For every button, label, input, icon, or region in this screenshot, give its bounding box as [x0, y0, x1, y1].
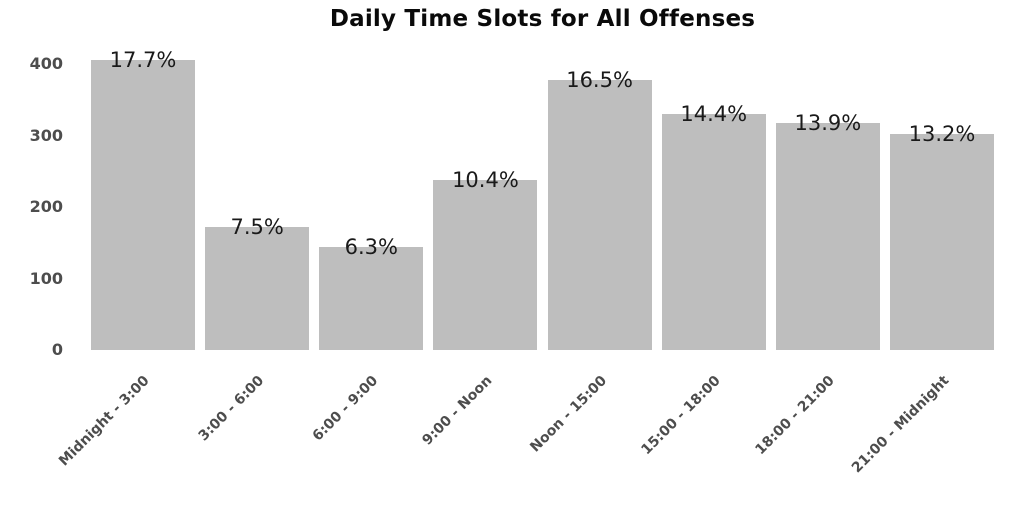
- bar-value-label: 16.5%: [566, 67, 633, 92]
- bar-value-label: 13.2%: [908, 122, 976, 147]
- x-axis-label: 9:00 - Noon: [419, 372, 496, 449]
- plot-area: 17.7% 7.5% 6.3% 10.4% 16.5% 14.4% 13.9% 13.2%: [91, 49, 994, 350]
- bar: 16.5%: [547, 69, 652, 350]
- x-axis-label: 18:00 - 21:00: [752, 372, 838, 459]
- bar: 14.4%: [661, 103, 766, 350]
- x-axis-label: Midnight - 3:00: [56, 372, 154, 470]
- bar: 13.9%: [775, 112, 880, 350]
- x-axis-label: 15:00 - 18:00: [638, 372, 724, 459]
- bar-value-label: 6.3%: [344, 235, 398, 260]
- bar: 10.4%: [433, 169, 538, 350]
- bar-value-label: 14.4%: [680, 102, 748, 127]
- bar-value-label: 7.5%: [230, 215, 284, 240]
- x-axis-label: 21:00 - Midnight: [848, 372, 953, 477]
- bar: 7.5%: [205, 216, 310, 350]
- y-axis-tick-label: 200: [29, 197, 63, 216]
- x-axis-label: Noon - 15:00: [526, 372, 610, 456]
- y-axis-tick-label: 300: [29, 125, 63, 145]
- bar: 13.2%: [890, 123, 994, 350]
- bar-value-label: 10.4%: [452, 167, 519, 192]
- y-axis-tick-label: 100: [29, 268, 63, 288]
- x-axis-label: 6:00 - 9:00: [309, 372, 382, 445]
- bar: 6.3%: [319, 236, 424, 350]
- y-axis-tick-label: 0: [51, 340, 63, 359]
- bar-value-label: 13.9%: [794, 110, 862, 135]
- chart-title: Daily Time Slots for All Offenses: [329, 6, 756, 32]
- y-axis-tick-label: 400: [29, 54, 63, 73]
- bar-value-label: 17.7%: [109, 48, 177, 73]
- bar: 17.7%: [91, 49, 195, 350]
- x-axis-label: 3:00 - 6:00: [195, 372, 268, 445]
